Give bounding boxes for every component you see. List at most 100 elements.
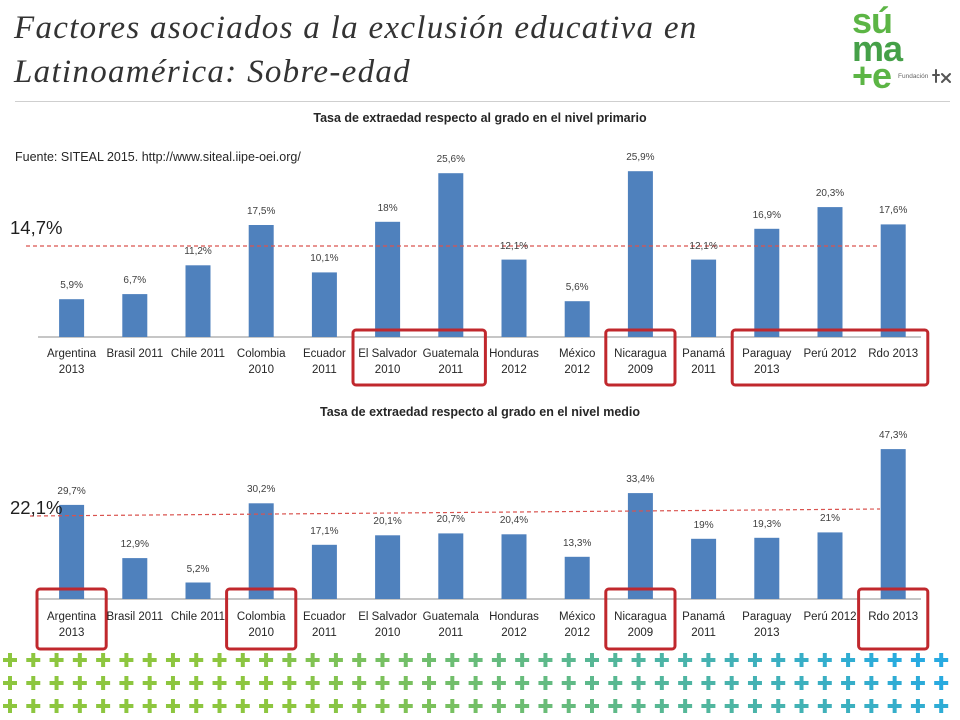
plus-decoration: [631, 676, 646, 690]
category-label: Honduras 2012: [489, 348, 539, 376]
plus-decoration: [165, 676, 180, 690]
plus-decoration: [934, 699, 949, 713]
secondary-level-chart-plot: [29, 449, 930, 651]
bar: [501, 259, 527, 337]
bar-value-label: 5,6%: [565, 282, 589, 294]
bar: [564, 301, 590, 337]
foundation-mark-icon: [932, 69, 951, 83]
plus-decoration: [375, 653, 390, 667]
category-label: Argentina 2013: [46, 348, 97, 376]
category-label: Perú 2012: [803, 611, 857, 623]
bar-value-label: 29,7%: [57, 485, 86, 497]
plus-decoration: [189, 653, 204, 667]
category-label: Nicaragua 2009: [614, 348, 667, 376]
category-label: Chile 2011: [170, 348, 226, 360]
plus-decoration: [817, 699, 832, 713]
plus-decoration: [445, 676, 460, 690]
bar-value-label: 5,9%: [60, 280, 83, 292]
bar: [754, 228, 780, 337]
plus-decoration: [72, 653, 87, 667]
bar: [691, 538, 717, 599]
bar: [880, 449, 906, 599]
plus-decoration: [794, 676, 809, 690]
bar: [311, 544, 337, 599]
plus-decoration: [352, 653, 367, 667]
category-label: Ecuador 2011: [302, 611, 346, 639]
plus-decoration: [72, 699, 87, 713]
plus-decoration: [910, 653, 925, 667]
plus-decoration: [608, 653, 623, 667]
plus-decoration: [724, 676, 739, 690]
secondary-level-chart: 29,7% Argentina 2013 12,9% Brasil 2011 5,2% C…: [0, 420, 960, 655]
plus-decoration: [817, 676, 832, 690]
category-label: Nicaragua 2009: [614, 611, 667, 639]
plus-decoration: [724, 653, 739, 667]
bar: [438, 173, 464, 337]
plus-decoration: [794, 699, 809, 713]
primary-level-chart: 5,9% Argentina 2013 6,7% Brasil 2011 11,2% Ch…: [0, 130, 960, 392]
plus-decoration: [538, 653, 553, 667]
bar: [438, 533, 464, 599]
category-label: Paraguay 2013: [742, 611, 792, 639]
plus-decoration: [678, 653, 693, 667]
bar-value-label: 17,1%: [310, 525, 339, 537]
bar-value-label: 19,3%: [752, 518, 781, 530]
plus-decoration: [747, 676, 762, 690]
plus-decoration: [887, 676, 902, 690]
plus-decoration: [701, 699, 716, 713]
plus-decoration: [817, 653, 832, 667]
plus-decoration: [398, 676, 413, 690]
plus-decoration: [422, 699, 437, 713]
bar: [564, 556, 590, 599]
plus-decoration: [305, 699, 320, 713]
category-label: Paraguay 2013: [742, 348, 792, 376]
plus-decoration: [841, 676, 856, 690]
bar: [122, 294, 148, 337]
plus-decoration: [515, 676, 530, 690]
plus-decoration: [328, 653, 343, 667]
plus-decoration: [747, 699, 762, 713]
plus-decoration: [398, 653, 413, 667]
highlight-box: [351, 328, 487, 387]
bar: [59, 504, 85, 599]
bar-value-label: 17,6%: [879, 205, 908, 217]
bar-value-label: 21%: [819, 513, 840, 525]
slide-title-line-1: Factores asociados a la exclusión educat…: [14, 10, 698, 46]
plus-decoration: [212, 653, 227, 667]
plus-decoration: [142, 676, 157, 690]
bar: [817, 207, 843, 337]
bar-value-label: 13,3%: [563, 537, 592, 549]
bar: [248, 225, 274, 337]
plus-decoration: [305, 676, 320, 690]
slide-title-line-2: Latinoamérica: Sobre-edad: [14, 54, 411, 90]
plus-decoration: [142, 699, 157, 713]
plus-decoration: [328, 676, 343, 690]
reference-value-label-secondary: 22,1%: [10, 497, 63, 518]
plus-decoration: [654, 653, 669, 667]
highlight-box: [730, 328, 930, 387]
title-divider: [15, 101, 950, 102]
bar-value-label: 11,2%: [184, 246, 212, 258]
plus-decoration: [585, 676, 599, 690]
bar-value-label: 20,3%: [815, 188, 845, 200]
bar-value-label: 12,1%: [499, 240, 529, 252]
plus-decoration: [887, 653, 902, 667]
bar-value-label: 20,7%: [436, 514, 465, 526]
plus-decoration: [422, 676, 437, 690]
plus-decoration: [305, 653, 320, 667]
plus-decoration: [119, 653, 134, 667]
bar: [59, 299, 85, 337]
plus-decoration: [864, 676, 879, 690]
bar: [248, 503, 274, 599]
plus-decoration: [841, 699, 856, 713]
bar-value-label: 12,9%: [120, 539, 149, 551]
category-label: Honduras 2012: [489, 611, 539, 639]
bar: [185, 265, 211, 337]
bar-value-label: 10,1%: [310, 253, 339, 265]
plus-decoration: [724, 699, 739, 713]
category-label: Guatemala 2011: [422, 348, 479, 376]
plus-pattern: [3, 653, 949, 713]
bar-value-label: 20,1%: [373, 516, 402, 528]
plus-decoration: [49, 676, 64, 690]
